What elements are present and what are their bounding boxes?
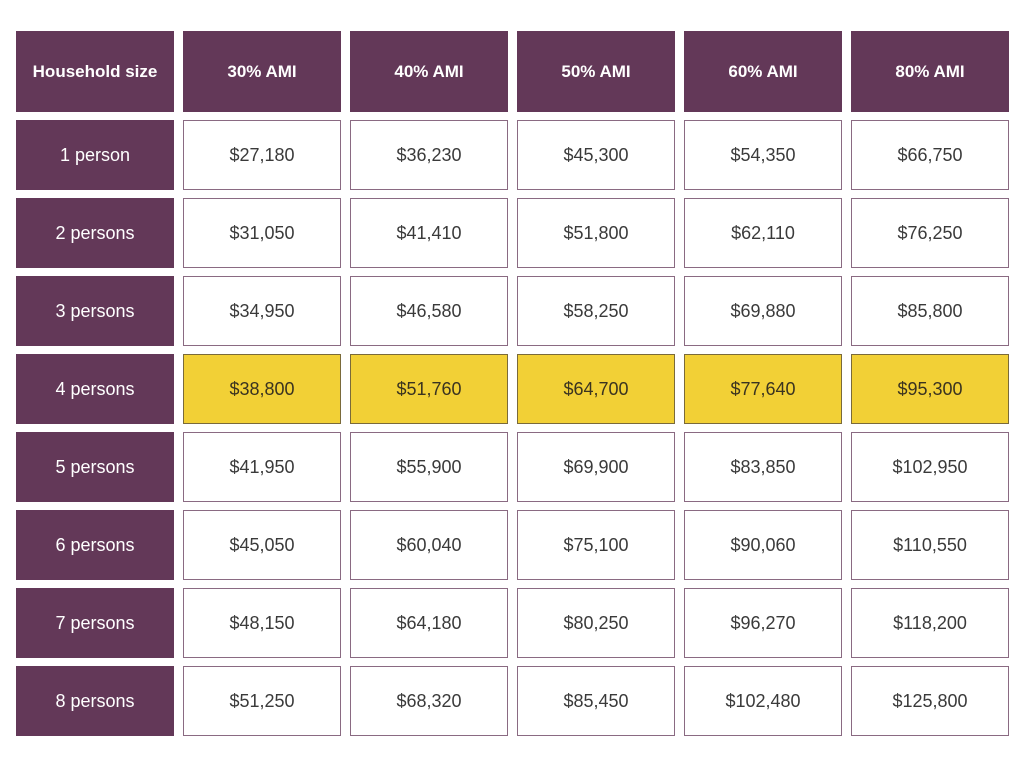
table-cell: $80,250 [517, 588, 675, 658]
table-cell: $31,050 [183, 198, 341, 268]
table-cell: $58,250 [517, 276, 675, 346]
table-cell-highlighted: $95,300 [851, 354, 1009, 424]
table-cell: $96,270 [684, 588, 842, 658]
table-cell: $36,230 [350, 120, 508, 190]
table-cell: $51,800 [517, 198, 675, 268]
table-cell: $110,550 [851, 510, 1009, 580]
table-cell: $68,320 [350, 666, 508, 736]
table-cell: $62,110 [684, 198, 842, 268]
table-cell: $34,950 [183, 276, 341, 346]
table-cell: $83,850 [684, 432, 842, 502]
table-cell: $46,580 [350, 276, 508, 346]
row-header-3: 3 persons [16, 276, 174, 346]
table-cell: $41,410 [350, 198, 508, 268]
table-cell: $54,350 [684, 120, 842, 190]
table-cell: $45,050 [183, 510, 341, 580]
table-cell-highlighted: $38,800 [183, 354, 341, 424]
table-cell: $69,880 [684, 276, 842, 346]
table-cell: $55,900 [350, 432, 508, 502]
row-header-5: 5 persons [16, 432, 174, 502]
column-header-80-ami: 80% AMI [851, 31, 1009, 112]
table-cell: $45,300 [517, 120, 675, 190]
column-header-40-ami: 40% AMI [350, 31, 508, 112]
row-header-6: 6 persons [16, 510, 174, 580]
column-header-30-ami: 30% AMI [183, 31, 341, 112]
table-cell: $66,750 [851, 120, 1009, 190]
column-header-60-ami: 60% AMI [684, 31, 842, 112]
table-cell: $118,200 [851, 588, 1009, 658]
row-header-4: 4 persons [16, 354, 174, 424]
table-cell: $64,180 [350, 588, 508, 658]
table-cell: $27,180 [183, 120, 341, 190]
row-header-1: 1 person [16, 120, 174, 190]
table-cell: $69,900 [517, 432, 675, 502]
table-cell: $102,950 [851, 432, 1009, 502]
table-cell: $102,480 [684, 666, 842, 736]
table-cell: $125,800 [851, 666, 1009, 736]
row-header-7: 7 persons [16, 588, 174, 658]
column-header-household-size: Household size [16, 31, 174, 112]
table-cell-highlighted: $64,700 [517, 354, 675, 424]
table-cell: $48,150 [183, 588, 341, 658]
table-cell-highlighted: $77,640 [684, 354, 842, 424]
table-cell: $85,800 [851, 276, 1009, 346]
table-cell: $51,250 [183, 666, 341, 736]
table-cell: $41,950 [183, 432, 341, 502]
table-cell: $60,040 [350, 510, 508, 580]
table-cell: $76,250 [851, 198, 1009, 268]
table-cell: $85,450 [517, 666, 675, 736]
row-header-8: 8 persons [16, 666, 174, 736]
column-header-50-ami: 50% AMI [517, 31, 675, 112]
row-header-2: 2 persons [16, 198, 174, 268]
table-cell: $90,060 [684, 510, 842, 580]
table-cell-highlighted: $51,760 [350, 354, 508, 424]
table-cell: $75,100 [517, 510, 675, 580]
ami-income-table: Household size 30% AMI 40% AMI 50% AMI 6… [16, 31, 1009, 736]
